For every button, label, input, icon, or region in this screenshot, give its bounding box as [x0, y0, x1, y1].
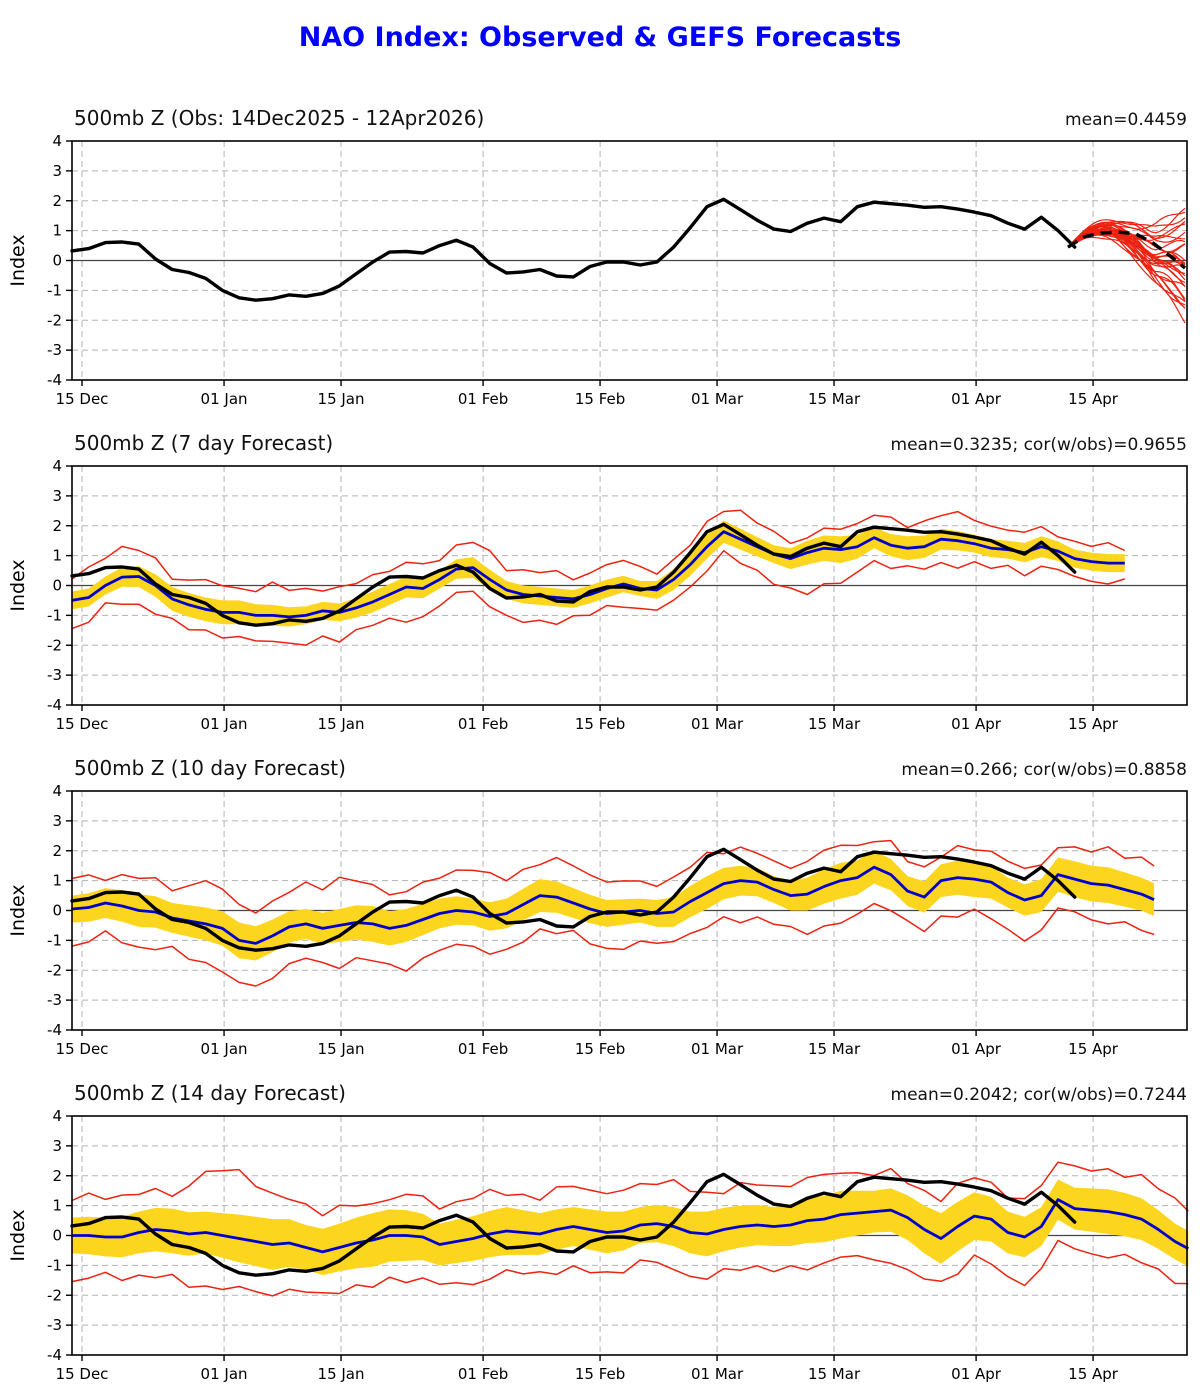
svg-text:-3: -3 — [47, 991, 62, 1009]
svg-text:Index: Index — [7, 1209, 29, 1261]
svg-text:3: 3 — [52, 162, 62, 180]
svg-text:15 Apr: 15 Apr — [1068, 1040, 1119, 1058]
svg-text:01 Mar: 01 Mar — [691, 715, 744, 733]
svg-text:15 Apr: 15 Apr — [1068, 715, 1119, 733]
svg-text:15 Jan: 15 Jan — [318, 715, 365, 733]
svg-text:01 Feb: 01 Feb — [458, 1365, 508, 1383]
svg-text:15 Feb: 15 Feb — [575, 1365, 625, 1383]
svg-text:01 Jan: 01 Jan — [201, 1040, 248, 1058]
svg-text:15 Mar: 15 Mar — [808, 390, 861, 408]
svg-text:-1: -1 — [47, 931, 62, 949]
svg-text:Index: Index — [7, 234, 29, 286]
svg-text:-4: -4 — [47, 1346, 62, 1364]
svg-text:-2: -2 — [47, 636, 62, 654]
svg-text:0: 0 — [52, 252, 62, 270]
svg-text:-1: -1 — [47, 1256, 62, 1274]
svg-text:2: 2 — [52, 1167, 62, 1185]
svg-text:-1: -1 — [47, 606, 62, 624]
chart-10day-canvas: 4 3 2 1 0 -1 -2 -3 -415 Dec 01 Jan 15 Jan 01 Feb 15 … — [7, 782, 1188, 1058]
chart-observed-header: 500mb Z (Obs: 14Dec2025 - 12Apr2026) mea… — [74, 106, 1187, 130]
svg-text:-4: -4 — [47, 371, 62, 389]
svg-text:4: 4 — [52, 782, 62, 800]
chart-observed-title: 500mb Z (Obs: 14Dec2025 - 12Apr2026) — [74, 106, 485, 130]
svg-text:01 Mar: 01 Mar — [691, 1365, 744, 1383]
chart-observed-stats: mean=0.4459 — [1065, 110, 1187, 130]
svg-text:1: 1 — [52, 222, 62, 240]
page-title-text: NAO Index: Observed & GEFS Forecasts — [298, 22, 902, 53]
svg-text:01 Mar: 01 Mar — [691, 390, 744, 408]
svg-text:15 Feb: 15 Feb — [575, 715, 625, 733]
chart-10day-stats: mean=0.266; cor(w/obs)=0.8858 — [901, 760, 1187, 780]
chart-14day-title: 500mb Z (14 day Forecast) — [74, 1081, 346, 1105]
svg-text:2: 2 — [52, 517, 62, 535]
chart-7day-canvas: 4 3 2 1 0 -1 -2 -3 -415 Dec 01 Jan 15 Jan 01 Feb 15 … — [7, 457, 1188, 733]
svg-text:15 Dec: 15 Dec — [56, 390, 109, 408]
chart-14day-header: 500mb Z (14 day Forecast) mean=0.2042; c… — [74, 1081, 1187, 1105]
svg-text:1: 1 — [52, 872, 62, 890]
svg-text:01 Apr: 01 Apr — [951, 390, 1002, 408]
svg-text:15 Mar: 15 Mar — [808, 1040, 861, 1058]
svg-text:4: 4 — [52, 457, 62, 475]
chart-observed-canvas: 4 3 2 1 0 -1 -2 -3 -415 Dec 01 Jan 15 Jan 01 Feb 15 … — [7, 132, 1188, 408]
svg-text:4: 4 — [52, 1107, 62, 1125]
svg-text:15 Jan: 15 Jan — [318, 1365, 365, 1383]
svg-text:15 Mar: 15 Mar — [808, 1365, 861, 1383]
svg-text:15 Dec: 15 Dec — [56, 1040, 109, 1058]
svg-text:-1: -1 — [47, 281, 62, 299]
svg-text:0: 0 — [52, 577, 62, 595]
chart-7day-header: 500mb Z (7 day Forecast) mean=0.3235; co… — [74, 431, 1187, 455]
svg-text:01 Feb: 01 Feb — [458, 1040, 508, 1058]
svg-text:-4: -4 — [47, 696, 62, 714]
svg-text:3: 3 — [52, 812, 62, 830]
svg-text:Index: Index — [7, 884, 29, 936]
chart-10day-header: 500mb Z (10 day Forecast) mean=0.266; co… — [74, 756, 1187, 780]
svg-text:15 Feb: 15 Feb — [575, 1040, 625, 1058]
chart-7day-title: 500mb Z (7 day Forecast) — [74, 431, 334, 455]
svg-text:15 Jan: 15 Jan — [318, 390, 365, 408]
svg-text:01 Feb: 01 Feb — [458, 715, 508, 733]
svg-text:01 Apr: 01 Apr — [951, 715, 1002, 733]
svg-text:15 Jan: 15 Jan — [318, 1040, 365, 1058]
chart-14day-stats: mean=0.2042; cor(w/obs)=0.7244 — [890, 1085, 1187, 1105]
chart-7day-stats: mean=0.3235; cor(w/obs)=0.9655 — [890, 435, 1187, 455]
svg-text:-3: -3 — [47, 341, 62, 359]
svg-text:-3: -3 — [47, 666, 62, 684]
chart-10day-title: 500mb Z (10 day Forecast) — [74, 756, 346, 780]
svg-text:01 Jan: 01 Jan — [201, 1365, 248, 1383]
svg-text:1: 1 — [52, 547, 62, 565]
svg-text:2: 2 — [52, 192, 62, 210]
svg-text:01 Apr: 01 Apr — [951, 1040, 1002, 1058]
svg-text:0: 0 — [52, 1227, 62, 1245]
svg-text:0: 0 — [52, 902, 62, 920]
svg-text:-2: -2 — [47, 311, 62, 329]
svg-text:-4: -4 — [47, 1021, 62, 1039]
svg-text:15 Apr: 15 Apr — [1068, 1365, 1119, 1383]
svg-text:-2: -2 — [47, 1286, 62, 1304]
svg-text:15 Feb: 15 Feb — [575, 390, 625, 408]
page-title: NAO Index: Observed & GEFS Forecasts — [0, 22, 1200, 53]
svg-text:3: 3 — [52, 1137, 62, 1155]
svg-text:01 Jan: 01 Jan — [201, 390, 248, 408]
chart-14day-canvas: 4 3 2 1 0 -1 -2 -3 -415 Dec 01 Jan 15 Jan 01 Feb 15 … — [7, 1107, 1189, 1383]
svg-text:2: 2 — [52, 842, 62, 860]
svg-text:4: 4 — [52, 132, 62, 150]
svg-text:01 Mar: 01 Mar — [691, 1040, 744, 1058]
svg-text:15 Dec: 15 Dec — [56, 715, 109, 733]
svg-text:Index: Index — [7, 559, 29, 611]
svg-text:-2: -2 — [47, 961, 62, 979]
svg-text:15 Mar: 15 Mar — [808, 715, 861, 733]
svg-text:01 Feb: 01 Feb — [458, 390, 508, 408]
svg-text:15 Dec: 15 Dec — [56, 1365, 109, 1383]
svg-text:-3: -3 — [47, 1316, 62, 1334]
svg-text:3: 3 — [52, 487, 62, 505]
svg-text:1: 1 — [52, 1197, 62, 1215]
svg-text:01 Jan: 01 Jan — [201, 715, 248, 733]
svg-text:15 Apr: 15 Apr — [1068, 390, 1119, 408]
svg-text:01 Apr: 01 Apr — [951, 1365, 1002, 1383]
